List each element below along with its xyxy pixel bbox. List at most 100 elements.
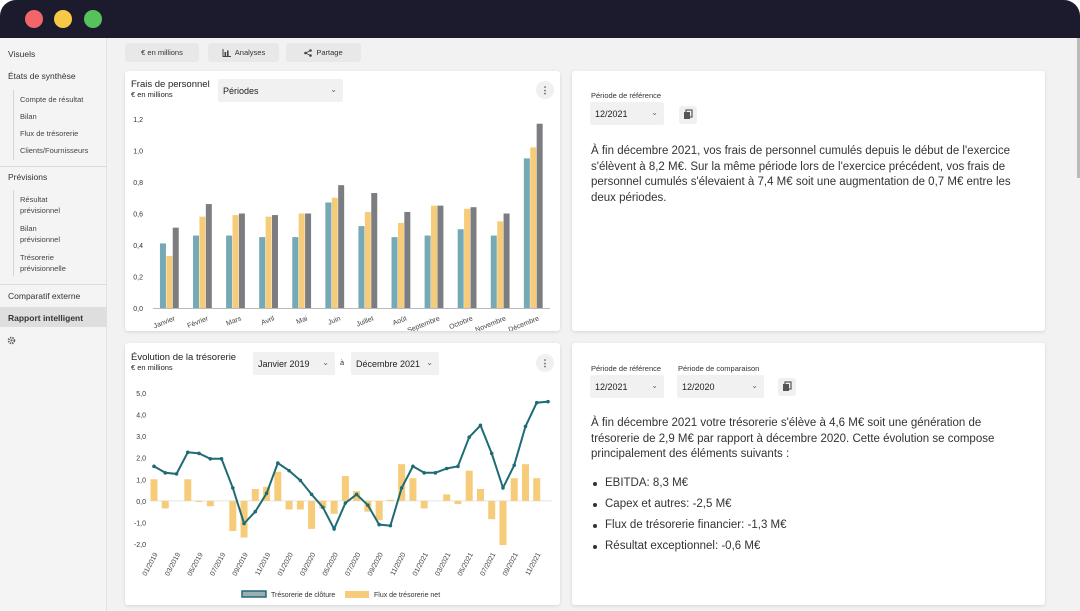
y-tick-label: 3,0 bbox=[136, 434, 146, 441]
tresorerie-text: À fin décembre 2021 votre trésorerie s'é… bbox=[591, 417, 995, 460]
sidebar-item-label: Bilan bbox=[20, 224, 37, 233]
tresorerie-card: Évolution de la trésorerie € en millions… bbox=[125, 343, 560, 605]
sidebar-item-rapport-intelligent[interactable]: Rapport intelligent bbox=[8, 313, 84, 323]
period-separator: à bbox=[340, 358, 345, 367]
bar bbox=[341, 476, 349, 501]
y-tick-label: -1,0 bbox=[134, 520, 146, 527]
comparison-period-label: Période de comparaison bbox=[678, 364, 760, 373]
line-point bbox=[546, 399, 550, 404]
line-point bbox=[264, 491, 269, 496]
card-title: Évolution de la trésorerie bbox=[131, 352, 237, 363]
sidebar-item-bilan[interactable]: Bilan bbox=[20, 112, 37, 121]
bar bbox=[431, 205, 438, 308]
gear-icon[interactable] bbox=[7, 336, 16, 345]
line-point bbox=[253, 509, 258, 514]
frais-personnel-analysis-card: Période de référence 12/2021 ⌄ À fin déc… bbox=[572, 71, 1045, 331]
copy-icon[interactable] bbox=[679, 106, 697, 124]
scrollbar[interactable] bbox=[1077, 38, 1080, 178]
analyses-button[interactable]: Analyses bbox=[208, 43, 279, 62]
bar bbox=[375, 500, 383, 521]
frais-personnel-chart: 0,0 0,2 0,4 0,6 0,8 1,0 1,2 Janvier Février Mars A… bbox=[133, 117, 550, 331]
x-tick-label: Janvier bbox=[153, 315, 177, 330]
end-period-select[interactable]: Décembre 2021 ⌄ bbox=[351, 352, 439, 375]
x-tick-label: Mai bbox=[296, 315, 309, 326]
bar bbox=[285, 500, 293, 510]
partage-button[interactable]: Partage bbox=[286, 43, 361, 62]
x-tick-label: 07/2020 bbox=[344, 552, 362, 578]
reference-period-select[interactable]: 12/2021 ⌄ bbox=[590, 102, 664, 125]
sidebar: Visuels États de synthèse Compte de résu… bbox=[0, 38, 107, 611]
sidebar-active-highlight bbox=[0, 307, 107, 327]
tresorerie-analysis-card: Période de référence 12/2021 ⌄ Période d… bbox=[572, 343, 1045, 605]
bar bbox=[238, 213, 245, 308]
card-subtitle: € en millions bbox=[131, 363, 173, 372]
sidebar-tree-line bbox=[13, 90, 14, 160]
x-tick-label: 03/2021 bbox=[434, 552, 452, 578]
bar bbox=[454, 500, 462, 505]
bar bbox=[193, 235, 200, 308]
bar bbox=[265, 216, 272, 308]
sidebar-item-tresorerie-previsionnelle[interactable]: Trésorerie prévisionnelle bbox=[20, 252, 66, 274]
bar bbox=[161, 500, 169, 509]
bar bbox=[298, 213, 305, 308]
bar bbox=[404, 211, 411, 308]
units-button-label: € en millions bbox=[141, 48, 183, 57]
maximize-window-button[interactable] bbox=[84, 10, 102, 28]
bar bbox=[150, 479, 158, 501]
sidebar-item-label: Trésorerie bbox=[20, 253, 54, 262]
line-point bbox=[174, 472, 179, 476]
line-point bbox=[208, 456, 213, 461]
list-item: Résultat exceptionnel: -0,6 M€ bbox=[593, 536, 787, 557]
sidebar-item-comparatif-externe[interactable]: Comparatif externe bbox=[8, 291, 81, 301]
bar bbox=[391, 237, 398, 308]
reference-period-select[interactable]: 12/2021 ⌄ bbox=[590, 375, 664, 398]
more-options-icon[interactable]: ⋮ bbox=[536, 354, 554, 372]
sidebar-item-clients-fournisseurs[interactable]: Clients/Fournisseurs bbox=[20, 146, 89, 155]
line-point bbox=[197, 451, 201, 456]
sidebar-item-bilan-previsionnel[interactable]: Bilan prévisionnel bbox=[20, 223, 60, 245]
frais-personnel-card: Frais de personnel € en millions Période… bbox=[125, 71, 560, 331]
units-button[interactable]: € en millions bbox=[125, 43, 199, 62]
y-tick-label: 0,8 bbox=[133, 180, 143, 187]
line-point bbox=[534, 400, 539, 405]
line-point bbox=[287, 468, 291, 473]
line-point bbox=[478, 423, 483, 428]
sidebar-item-etats-de-synthese[interactable]: États de synthèse bbox=[8, 71, 76, 81]
periodes-select-value: Périodes bbox=[223, 85, 259, 96]
comparison-period-select[interactable]: 12/2020 ⌄ bbox=[677, 375, 764, 398]
x-tick-label: 07/2019 bbox=[209, 552, 227, 578]
sidebar-item-flux-de-tresorerie[interactable]: Flux de trésorerie bbox=[20, 129, 79, 138]
line-point bbox=[309, 492, 314, 497]
y-tick-label: 1,2 bbox=[133, 117, 143, 124]
card-subtitle: € en millions bbox=[131, 90, 173, 99]
bar bbox=[523, 158, 530, 308]
x-tick-label: Octobre bbox=[448, 315, 474, 331]
y-tick-label: 5,0 bbox=[136, 391, 146, 398]
x-tick-label: 11/2019 bbox=[255, 552, 273, 577]
sidebar-item-previsions[interactable]: Prévisions bbox=[8, 172, 48, 182]
x-tick-label: 11/2020 bbox=[390, 552, 408, 577]
bar bbox=[490, 235, 497, 308]
line-point bbox=[377, 522, 381, 527]
periodes-select[interactable]: Périodes ⌄ bbox=[218, 79, 343, 102]
start-period-select[interactable]: Janvier 2019 ⌄ bbox=[253, 352, 335, 375]
bar bbox=[358, 226, 365, 308]
bar bbox=[536, 123, 543, 308]
line-point bbox=[242, 521, 246, 526]
sidebar-item-visuels[interactable]: Visuels bbox=[8, 49, 36, 59]
minimize-window-button[interactable] bbox=[54, 10, 72, 28]
line-point bbox=[411, 464, 415, 469]
line-point bbox=[422, 471, 426, 475]
end-period-value: Décembre 2021 bbox=[356, 358, 421, 369]
sidebar-item-label: prévisionnel bbox=[20, 206, 61, 215]
close-window-button[interactable] bbox=[25, 10, 43, 28]
line-point bbox=[523, 424, 528, 429]
y-tick-label: 4,0 bbox=[136, 413, 146, 420]
bar bbox=[465, 470, 473, 501]
sidebar-item-resultat-previsionnel[interactable]: Résultat prévisionnel bbox=[20, 194, 60, 216]
copy-icon[interactable] bbox=[778, 378, 796, 396]
x-tick-label: Mars bbox=[225, 315, 243, 328]
more-options-icon[interactable]: ⋮ bbox=[536, 81, 554, 99]
sidebar-item-compte-de-resultat[interactable]: Compte de résultat bbox=[20, 95, 84, 104]
